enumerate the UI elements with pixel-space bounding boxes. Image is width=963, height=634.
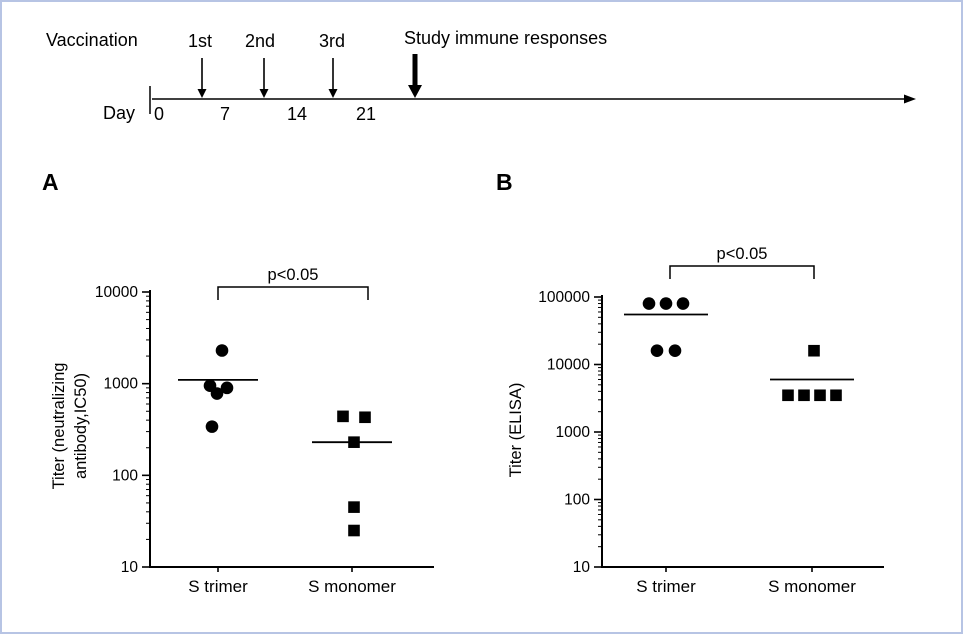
panel-b-label: B [496, 169, 513, 195]
data-point-circle [220, 381, 234, 395]
timeline-axis-arrowhead [904, 94, 916, 104]
x-category-label: S trimer [636, 577, 696, 596]
data-point-square [348, 436, 360, 448]
dose-3-arrowhead [328, 89, 338, 98]
panel-a-chart: 10 100 1000 10000 S trimer S monomer p<0.05 Tit… [50, 266, 434, 596]
y-axis-title: Titer (ELISA) [507, 383, 525, 478]
data-point-circle [659, 297, 673, 310]
data-point-square [814, 389, 826, 402]
study-arrowhead [408, 85, 422, 98]
panel-b-chart: 10 100 1000 10000 100000 S trimer S monomer p<0… [507, 245, 884, 596]
day-tick-14: 14 [287, 104, 308, 124]
y-tick-label: 10 [121, 559, 139, 576]
data-point-circle [205, 420, 219, 433]
day-tick-0: 0 [154, 104, 165, 124]
data-point-circle [210, 387, 224, 400]
y-tick-label: 100000 [538, 289, 590, 306]
data-point-square [830, 389, 842, 402]
data-point-square [359, 411, 371, 424]
day-tick-7: 7 [220, 104, 231, 124]
data-point-circle [650, 344, 664, 358]
y-tick-label: 100 [112, 467, 138, 484]
data-point-circle [668, 344, 682, 358]
x-category-label: S monomer [308, 577, 396, 596]
data-point-square [348, 501, 360, 513]
significance-bracket [217, 286, 369, 300]
significance-bracket [669, 265, 815, 279]
data-point-circle [676, 297, 690, 310]
y-tick-label: 1000 [104, 376, 139, 393]
dose-2-arrowhead [259, 89, 269, 98]
data-point-circle [642, 297, 656, 310]
data-point-square [782, 389, 794, 402]
dose-1-arrowhead [197, 89, 207, 98]
x-category-label: S monomer [768, 577, 856, 596]
timeline-graphic [149, 54, 916, 114]
day-tick-21: 21 [356, 104, 377, 124]
x-category-label: S trimer [188, 577, 248, 596]
day-label: Day [103, 103, 136, 123]
data-point-square [808, 344, 820, 357]
y-axis-title: Titer (neutralizing [50, 363, 68, 490]
data-point-square [798, 389, 810, 402]
dose-2-label: 2nd [245, 31, 276, 51]
study-immune-responses-label: Study immune responses [404, 28, 608, 48]
dose-3-label: 3rd [319, 31, 346, 51]
data-point-circle [215, 344, 229, 357]
data-point-square [337, 410, 349, 423]
significance-label: p<0.05 [717, 245, 768, 263]
y-axis-title: antibody,IC50) [72, 373, 90, 479]
y-tick-label: 100 [564, 492, 590, 509]
data-point-square [348, 524, 360, 537]
y-tick-label: 10000 [547, 357, 590, 374]
y-tick-label: 10000 [95, 284, 138, 301]
y-tick-label: 10 [573, 559, 591, 576]
dose-1-label: 1st [188, 31, 213, 51]
y-tick-label: 1000 [556, 424, 591, 441]
significance-label: p<0.05 [268, 266, 319, 284]
vaccination-label: Vaccination [46, 30, 138, 50]
panel-a-label: A [42, 169, 59, 195]
